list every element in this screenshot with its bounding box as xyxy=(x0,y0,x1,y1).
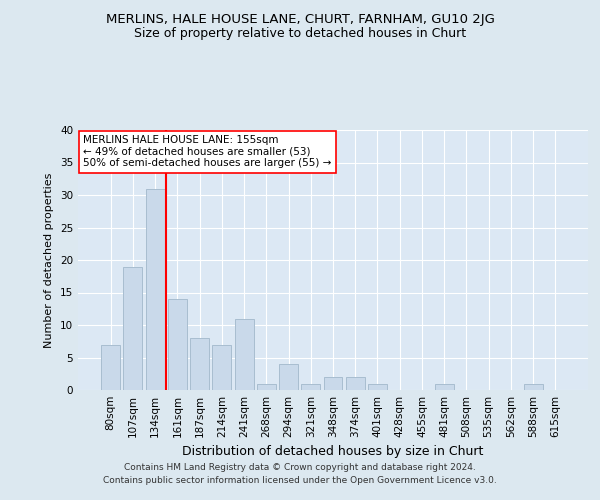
Text: Contains HM Land Registry data © Crown copyright and database right 2024.: Contains HM Land Registry data © Crown c… xyxy=(124,464,476,472)
Bar xyxy=(435,384,454,390)
Bar xyxy=(124,266,142,390)
Text: Size of property relative to detached houses in Churt: Size of property relative to detached ho… xyxy=(134,28,466,40)
Bar xyxy=(346,377,365,390)
Text: Contains public sector information licensed under the Open Government Licence v3: Contains public sector information licen… xyxy=(103,476,497,485)
Bar xyxy=(190,338,209,390)
Bar xyxy=(279,364,298,390)
Text: MERLINS HALE HOUSE LANE: 155sqm
← 49% of detached houses are smaller (53)
50% of: MERLINS HALE HOUSE LANE: 155sqm ← 49% of… xyxy=(83,135,331,168)
Bar xyxy=(301,384,320,390)
Bar xyxy=(146,188,164,390)
Bar xyxy=(257,384,276,390)
Bar xyxy=(212,344,231,390)
Bar xyxy=(524,384,542,390)
Bar xyxy=(368,384,387,390)
Y-axis label: Number of detached properties: Number of detached properties xyxy=(44,172,55,348)
Bar xyxy=(101,344,120,390)
Bar xyxy=(168,299,187,390)
X-axis label: Distribution of detached houses by size in Churt: Distribution of detached houses by size … xyxy=(182,446,484,458)
Bar xyxy=(323,377,343,390)
Bar xyxy=(235,318,254,390)
Text: MERLINS, HALE HOUSE LANE, CHURT, FARNHAM, GU10 2JG: MERLINS, HALE HOUSE LANE, CHURT, FARNHAM… xyxy=(106,12,494,26)
